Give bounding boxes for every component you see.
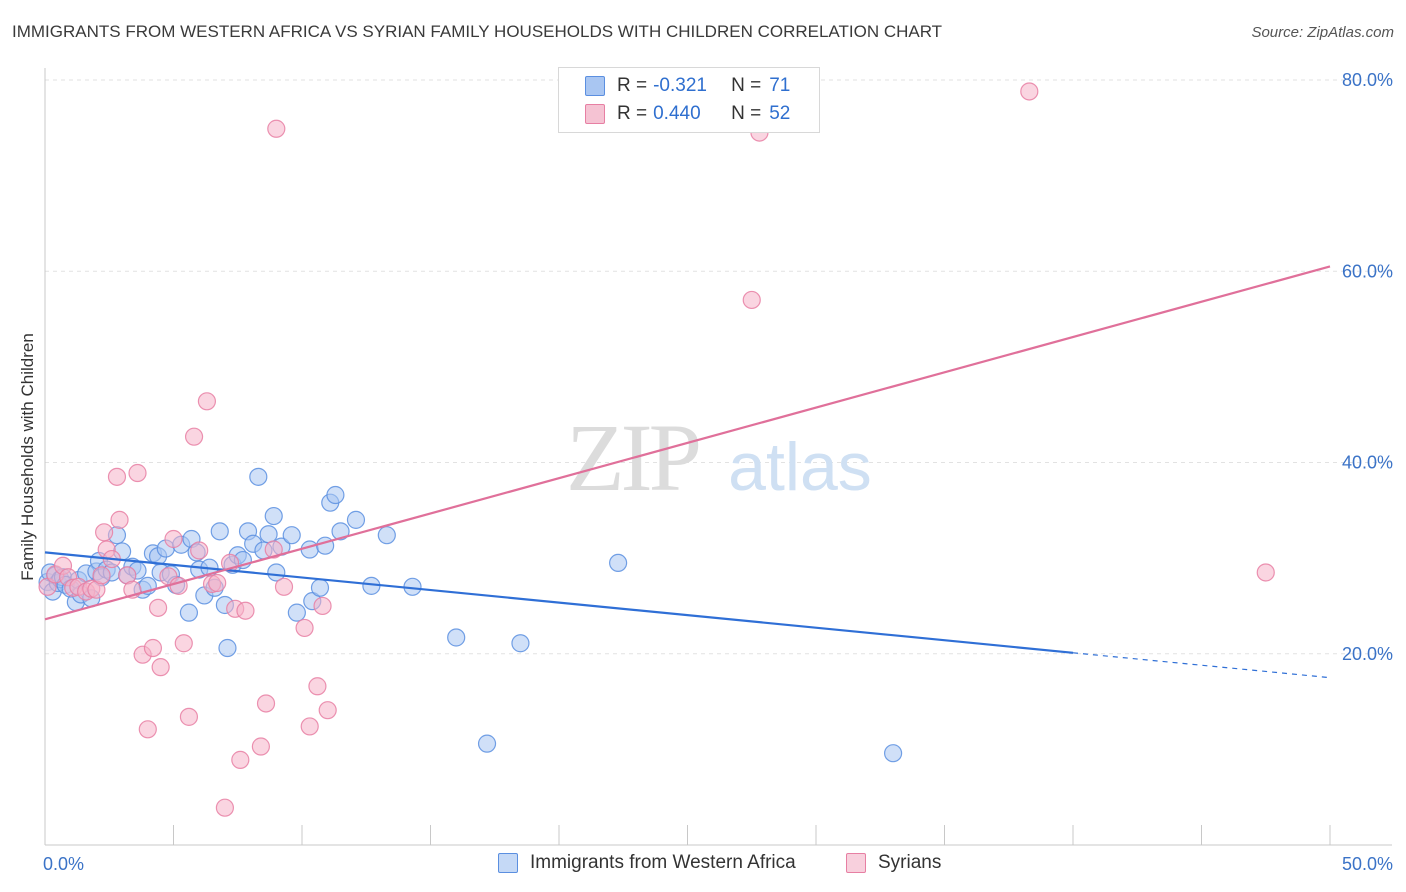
stats-r-label: R = xyxy=(617,75,648,96)
y-axis-label: Family Households with Children xyxy=(18,333,37,581)
legend-item-western-africa[interactable]: Immigrants from Western Africa xyxy=(498,852,796,874)
trend-line-syrians xyxy=(44,265,1331,621)
y-tick-label: 80.0% xyxy=(1342,70,1393,90)
stats-swatch-blue xyxy=(585,76,605,96)
data-point-syrians xyxy=(264,540,283,559)
y-tick-label: 40.0% xyxy=(1342,453,1393,473)
x-tick-label: 0.0% xyxy=(43,854,84,874)
data-point-syrians xyxy=(313,596,332,616)
data-point-syrians xyxy=(110,510,129,529)
stats-n-label: N = xyxy=(731,103,762,124)
data-point-syrians xyxy=(174,634,193,653)
data-point-western-africa xyxy=(259,525,278,544)
data-point-western-africa xyxy=(377,526,396,545)
y-tick-label: 20.0% xyxy=(1342,644,1393,664)
data-point-syrians xyxy=(236,601,255,620)
data-point-western-africa xyxy=(282,526,301,545)
legend-swatch-pink xyxy=(846,853,866,873)
source-credit: Source: ZipAtlas.com xyxy=(1251,24,1394,41)
chart-title: IMMIGRANTS FROM WESTERN AFRICA VS SYRIAN… xyxy=(12,22,943,41)
data-point-syrians xyxy=(143,638,163,658)
data-point-syrians xyxy=(300,717,319,736)
stats-r-value: -0.321 xyxy=(653,75,707,96)
data-point-western-africa xyxy=(287,603,306,622)
watermark-atlas: atlas xyxy=(728,429,872,505)
data-point-western-africa xyxy=(264,506,283,526)
data-point-western-africa xyxy=(210,522,229,541)
data-point-syrians xyxy=(318,701,337,720)
data-point-western-africa xyxy=(249,467,268,486)
data-point-western-africa xyxy=(179,603,199,622)
chart-legend: Immigrants from Western Africa Syrians xyxy=(0,852,1406,878)
trend-line-western-africa xyxy=(44,551,1074,654)
axes xyxy=(44,68,1392,846)
data-point-western-africa xyxy=(267,563,286,582)
data-point-syrians xyxy=(1256,563,1275,582)
data-point-syrians xyxy=(1020,82,1039,101)
data-point-syrians xyxy=(92,566,111,585)
data-point-syrians xyxy=(251,737,270,756)
data-point-syrians xyxy=(197,392,217,411)
data-point-western-africa xyxy=(609,553,628,573)
y-tick-label: 60.0% xyxy=(1342,261,1393,281)
stats-r-value: 0.440 xyxy=(653,103,701,124)
legend-swatch-blue xyxy=(498,853,518,873)
data-point-western-africa xyxy=(300,540,319,559)
data-point-western-africa xyxy=(883,744,903,763)
tick-labels: 20.0% 40.0% 60.0% 80.0% 0.0% 50.0% xyxy=(43,70,1393,874)
data-point-syrians xyxy=(128,463,147,483)
data-point-syrians xyxy=(208,573,227,593)
data-point-western-africa xyxy=(477,734,497,753)
stats-row-western-africa: R = -0.321 N = 71 xyxy=(585,73,791,99)
data-point-syrians xyxy=(267,119,286,138)
series-syrians-points xyxy=(38,82,1275,817)
data-point-syrians xyxy=(231,750,250,769)
data-point-syrians xyxy=(256,694,276,713)
legend-label: Immigrants from Western Africa xyxy=(530,852,796,873)
data-point-syrians xyxy=(190,541,209,560)
stats-r-label: R = xyxy=(617,103,648,124)
data-point-syrians xyxy=(164,529,183,549)
stats-n-value: 52 xyxy=(769,103,791,124)
data-point-syrians xyxy=(274,577,294,596)
trend-lines xyxy=(44,265,1331,679)
series-western-africa-points xyxy=(38,467,903,763)
data-point-western-africa xyxy=(346,510,366,529)
stats-n-label: N = xyxy=(731,75,762,96)
stats-swatch-pink xyxy=(585,104,605,124)
data-point-syrians xyxy=(107,467,127,486)
data-point-western-africa xyxy=(310,578,330,597)
data-point-syrians xyxy=(148,598,168,617)
legend-label: Syrians xyxy=(878,852,942,873)
correlation-stats-box: R = -0.321 N = 71 R = 0.440 N = 52 xyxy=(558,67,820,133)
data-point-western-africa xyxy=(447,628,466,647)
legend-item-syrians[interactable]: Syrians xyxy=(846,852,941,874)
data-point-syrians xyxy=(138,720,157,739)
data-point-syrians xyxy=(184,427,204,446)
stats-row-syrians: R = 0.440 N = 52 xyxy=(585,101,791,127)
data-point-syrians xyxy=(742,290,761,310)
data-point-western-africa xyxy=(218,638,237,658)
data-point-western-africa xyxy=(511,634,530,653)
watermark: ZIP atlas xyxy=(566,404,872,511)
data-point-syrians xyxy=(95,523,114,542)
x-tick-label: 50.0% xyxy=(1342,854,1393,874)
data-point-syrians xyxy=(179,707,199,726)
stats-n-value: 71 xyxy=(769,75,791,96)
trend-line-western-africa-extension xyxy=(1072,652,1331,679)
data-point-western-africa xyxy=(331,522,350,541)
data-point-western-africa xyxy=(326,485,345,505)
data-point-syrians xyxy=(215,798,234,817)
data-point-syrians xyxy=(151,658,170,677)
data-point-syrians xyxy=(295,618,314,638)
data-point-syrians xyxy=(308,677,327,696)
